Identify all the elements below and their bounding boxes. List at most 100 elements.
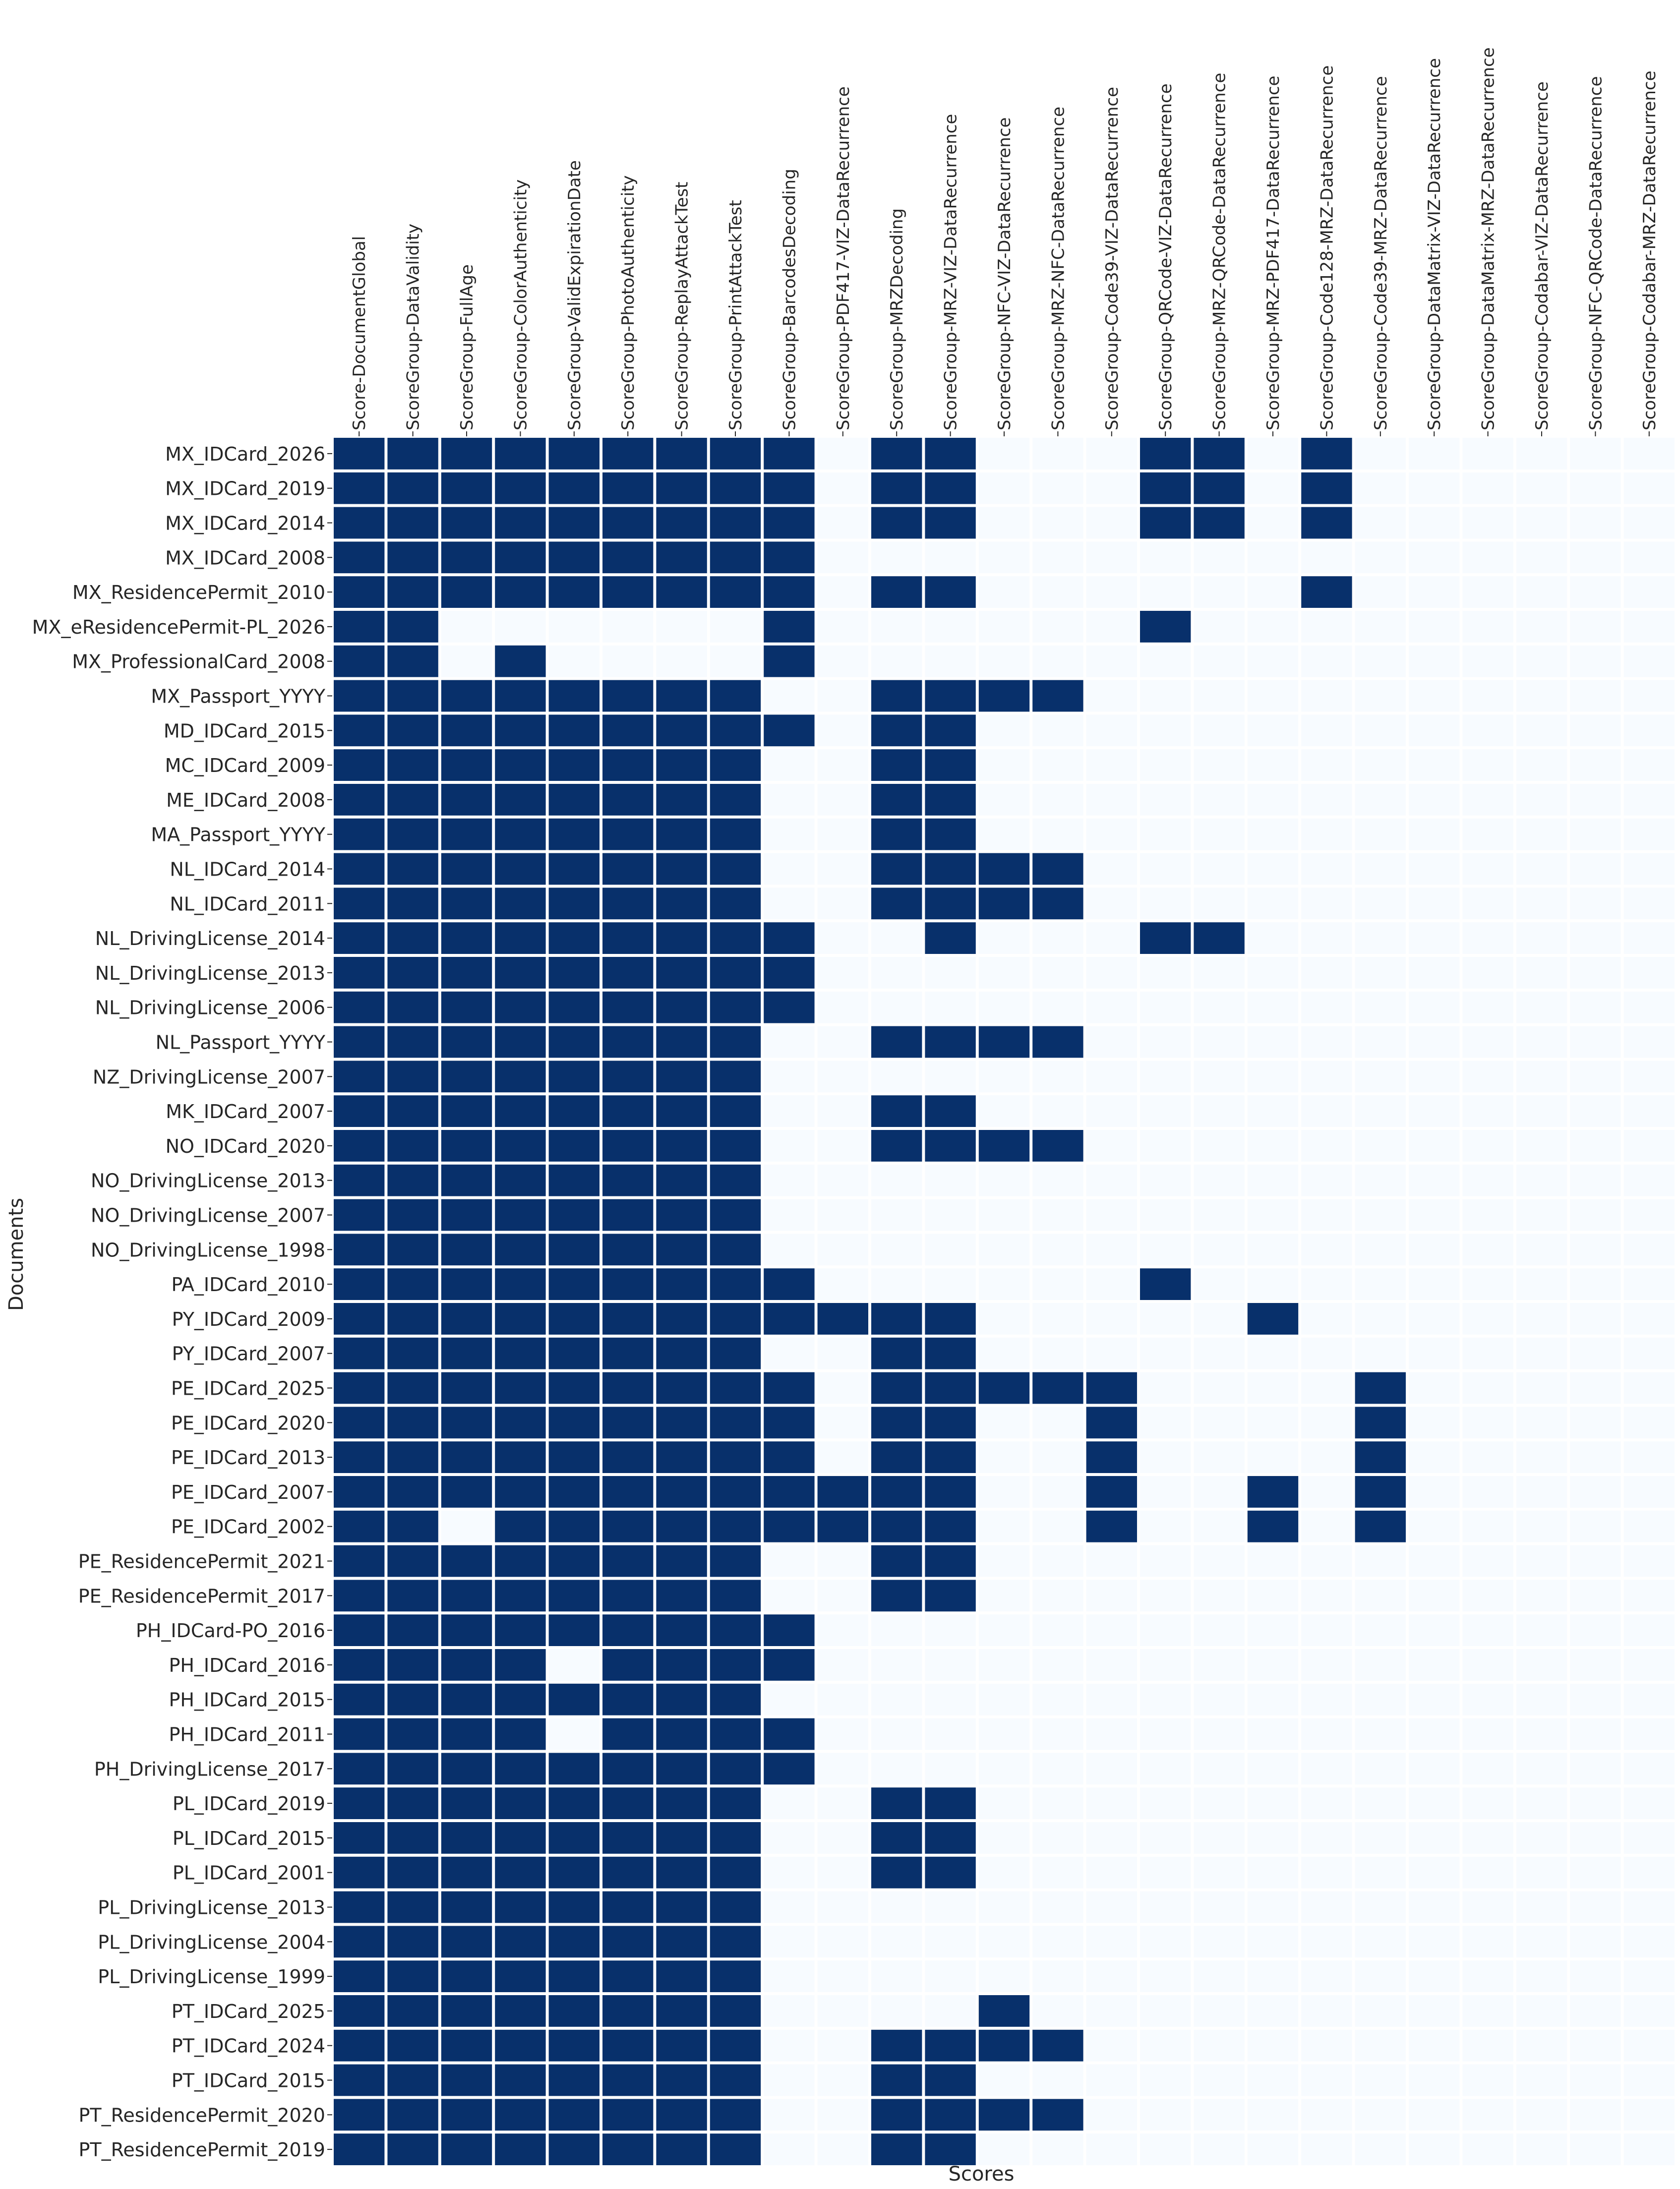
heatmap-cell (1516, 1199, 1567, 1231)
heatmap-cell (1301, 957, 1352, 989)
heatmap-cell (1032, 714, 1083, 747)
heatmap-cell (548, 1061, 600, 1093)
heatmap-cell (1247, 1199, 1299, 1231)
y-tick-label: NL_IDCard_2011 (170, 893, 325, 915)
heatmap-cell (1247, 784, 1299, 816)
heatmap-cell (1623, 438, 1675, 470)
heatmap-cell (334, 1753, 385, 1785)
heatmap-cell (817, 714, 868, 747)
heatmap-cell (710, 1580, 761, 1612)
heatmap-cell (1570, 1545, 1621, 1577)
heatmap-cell (656, 2099, 707, 2131)
heatmap-cell (495, 1095, 546, 1127)
heatmap-cell (1032, 1545, 1083, 1577)
heatmap-cell (1032, 1407, 1083, 1439)
heatmap-cell (1194, 1787, 1245, 1819)
heatmap-cell (1140, 1476, 1191, 1508)
heatmap-cell (334, 853, 385, 885)
heatmap-cell (441, 1614, 492, 1646)
heatmap-cell (817, 1614, 868, 1646)
heatmap-cell (1623, 2029, 1675, 2062)
heatmap-cell (1570, 1372, 1621, 1404)
heatmap-cell (871, 1095, 922, 1127)
heatmap-cell (1462, 1303, 1513, 1335)
heatmap-cell (871, 438, 922, 470)
heatmap-cell (1140, 1580, 1191, 1612)
heatmap-cell (387, 1614, 438, 1646)
x-tick-label: ScoreGroup-ValidExpirationDate (565, 160, 585, 430)
heatmap-cell (334, 1164, 385, 1196)
heatmap-cell (1194, 507, 1245, 539)
heatmap-cell (441, 887, 492, 920)
y-tick-label: MA_Passport_YYYY (151, 824, 325, 846)
heatmap-cell (1086, 714, 1137, 747)
heatmap-cell (925, 1510, 976, 1542)
heatmap-cell (1355, 1095, 1406, 1127)
heatmap-cell (764, 680, 815, 712)
heatmap-cell (495, 611, 546, 643)
heatmap-cell (548, 1580, 600, 1612)
x-tick-label: ScoreGroup-DataMatrix-MRZ-DataRecurrence (1479, 47, 1499, 430)
heatmap-cell (710, 507, 761, 539)
heatmap-cell (1301, 645, 1352, 677)
heatmap-cell (1194, 1995, 1245, 2027)
heatmap-cell (710, 1891, 761, 1923)
heatmap-cell (1570, 1753, 1621, 1785)
y-tick-label: NL_DrivingLicense_2006 (95, 997, 325, 1019)
heatmap-cell (1570, 818, 1621, 850)
heatmap-cell (871, 887, 922, 920)
heatmap-cell (1623, 1683, 1675, 1716)
heatmap-cell (710, 541, 761, 574)
heatmap-cell (1301, 1164, 1352, 1196)
heatmap-cell (978, 1303, 1030, 1335)
heatmap-cell (871, 507, 922, 539)
heatmap-cell (817, 1372, 868, 1404)
heatmap-cell (817, 2064, 868, 2096)
heatmap-cell (1301, 853, 1352, 885)
x-tick-label: ScoreGroup-NFC-VIZ-DataRecurrence (995, 118, 1015, 430)
heatmap-cell (441, 1234, 492, 1266)
heatmap-cell (817, 1822, 868, 1854)
heatmap-cell (764, 1856, 815, 1889)
heatmap-cell (1247, 853, 1299, 885)
heatmap-cell (1247, 922, 1299, 954)
heatmap-cell (1623, 922, 1675, 954)
heatmap-cell (1623, 1441, 1675, 1473)
heatmap-cell (1623, 1164, 1675, 1196)
heatmap-cell (1570, 887, 1621, 920)
heatmap-cell (1462, 1545, 1513, 1577)
heatmap-cell (1570, 2064, 1621, 2096)
heatmap-cell (710, 1926, 761, 1958)
heatmap-cell (710, 472, 761, 504)
heatmap-cell (1462, 472, 1513, 504)
heatmap-cell (978, 1026, 1030, 1058)
heatmap-cell (1194, 887, 1245, 920)
heatmap-cell (548, 1337, 600, 1369)
heatmap-cell (1570, 1407, 1621, 1439)
heatmap-cell (1570, 1061, 1621, 1093)
heatmap-cell (548, 1856, 600, 1889)
heatmap-cell (1462, 1649, 1513, 1681)
heatmap-cell (1570, 853, 1621, 885)
heatmap-cell (1247, 1787, 1299, 1819)
heatmap-cell (871, 1234, 922, 1266)
y-tick-label: NL_IDCard_2014 (170, 859, 325, 881)
heatmap-cell (656, 1614, 707, 1646)
heatmap-cell (1623, 1960, 1675, 1992)
heatmap-cell (1570, 1199, 1621, 1231)
y-tick-label: PH_IDCard_2011 (169, 1724, 325, 1746)
heatmap-cell (1247, 1372, 1299, 1404)
heatmap-cell (817, 576, 868, 608)
heatmap-cell (495, 1441, 546, 1473)
x-tick-label: ScoreGroup-PhotoAuthenticity (618, 175, 638, 430)
y-tick-label: MX_IDCard_2026 (165, 443, 325, 465)
heatmap-cell (602, 991, 654, 1023)
heatmap-cell (1247, 2133, 1299, 2165)
heatmap-cell (495, 1545, 546, 1577)
heatmap-cell (1516, 1960, 1567, 1992)
heatmap-cell (334, 1683, 385, 1716)
x-tick-labels: Score-DocumentGlobal ScoreGroup-DataValid… (350, 47, 1660, 436)
heatmap-cell (925, 472, 976, 504)
heatmap-cell (1355, 1372, 1406, 1404)
